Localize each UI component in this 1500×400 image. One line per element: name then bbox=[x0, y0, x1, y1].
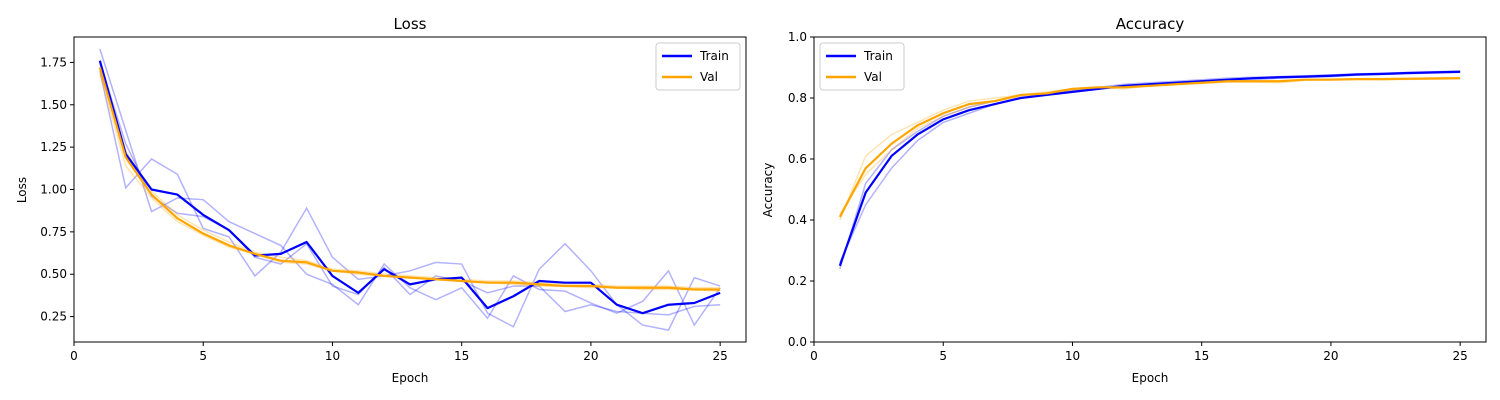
loss-run-line-0 bbox=[99, 48, 721, 327]
loss-x-axis-label: Epoch bbox=[392, 371, 429, 385]
loss-val-line bbox=[98, 67, 721, 291]
accuracy-legend-val-label: Val bbox=[864, 70, 882, 84]
loss-y-tick-label: 0.50 bbox=[40, 267, 67, 281]
loss-x-tick-label: 5 bbox=[199, 349, 207, 363]
loss-run-line-2 bbox=[99, 62, 721, 316]
loss-x-tick-label: 25 bbox=[713, 349, 728, 363]
loss-y-axis-label: Loss bbox=[15, 177, 29, 203]
loss-legend-train-label: Train bbox=[699, 49, 729, 63]
loss-y-tick-label: 1.25 bbox=[40, 140, 67, 154]
accuracy-lines bbox=[838, 70, 1461, 270]
accuracy-y-tick-label: 0.8 bbox=[788, 91, 807, 105]
accuracy-chart: 0 5 10 15 20 25 0.0 0.2 0.4 0.6 0.8 1.0 Accuracy Ep… bbox=[761, 15, 1487, 385]
accuracy-x-tick-label: 25 bbox=[1453, 349, 1468, 363]
accuracy-train-line bbox=[838, 70, 1461, 267]
accuracy-legend: Train Val bbox=[819, 42, 905, 91]
loss-legend-val-label: Val bbox=[700, 70, 718, 84]
loss-x-tick-label: 20 bbox=[583, 349, 598, 363]
accuracy-val-line bbox=[838, 77, 1461, 218]
accuracy-x-axis-label: Epoch bbox=[1132, 371, 1169, 385]
loss-y-tick-label: 0.75 bbox=[40, 225, 67, 239]
accuracy-title: Accuracy bbox=[1116, 15, 1185, 33]
loss-ticks: 0 5 10 15 20 25 0.25 0.50 0.75 1.00 1.25 1.50 1.75 bbox=[40, 55, 728, 363]
accuracy-x-tick-label: 5 bbox=[939, 349, 947, 363]
accuracy-ticks: 0 5 10 15 20 25 0.0 0.2 0.4 0.6 0.8 1.0 bbox=[788, 30, 1468, 363]
accuracy-x-tick-label: 0 bbox=[810, 349, 818, 363]
accuracy-x-tick-label: 20 bbox=[1323, 349, 1338, 363]
loss-y-tick-label: 1.75 bbox=[40, 55, 67, 69]
accuracy-legend-box bbox=[819, 42, 905, 91]
loss-train-line bbox=[98, 60, 721, 315]
loss-x-tick-label: 10 bbox=[325, 349, 340, 363]
loss-x-tick-label: 15 bbox=[454, 349, 469, 363]
accuracy-y-tick-label: 0.6 bbox=[788, 152, 807, 166]
loss-y-tick-label: 1.00 bbox=[40, 183, 67, 197]
accuracy-x-tick-label: 15 bbox=[1194, 349, 1209, 363]
loss-title: Loss bbox=[394, 15, 427, 33]
accuracy-y-tick-label: 1.0 bbox=[788, 30, 807, 44]
accuracy-legend-train-label: Train bbox=[863, 49, 893, 63]
loss-y-tick-label: 0.25 bbox=[40, 310, 67, 324]
accuracy-plot-frame bbox=[813, 36, 1487, 343]
accuracy-y-axis-label: Accuracy bbox=[761, 163, 775, 218]
loss-lines bbox=[98, 48, 721, 331]
loss-run-line-4 bbox=[99, 63, 721, 289]
loss-x-tick-label: 0 bbox=[70, 349, 78, 363]
loss-chart: 0 5 10 15 20 25 0.25 0.50 0.75 1.00 1.25 1.50 1.75 L… bbox=[15, 15, 747, 385]
accuracy-y-tick-label: 0.2 bbox=[788, 274, 807, 288]
loss-y-tick-label: 1.50 bbox=[40, 98, 67, 112]
accuracy-x-tick-label: 10 bbox=[1065, 349, 1080, 363]
loss-legend-box bbox=[655, 42, 741, 91]
accuracy-y-tick-label: 0.0 bbox=[788, 335, 807, 349]
loss-legend: Train Val bbox=[655, 42, 741, 91]
accuracy-y-tick-label: 0.4 bbox=[788, 213, 807, 227]
